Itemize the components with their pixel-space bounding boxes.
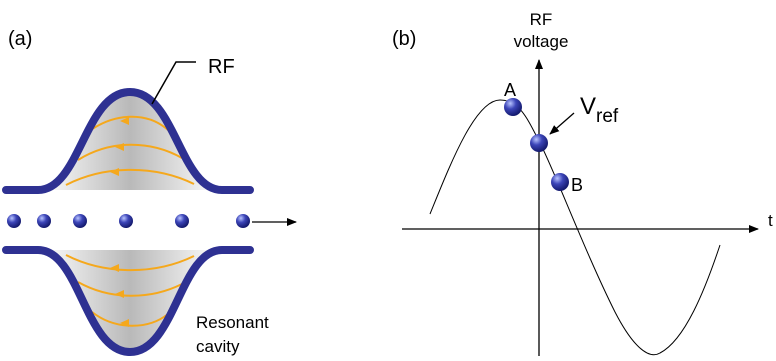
vref-pointer-arrow [549,112,575,135]
point-b-label: B [571,175,583,195]
particle [73,214,87,228]
particle [119,214,133,228]
cavity-label-line2: cavity [196,337,240,356]
particle [37,214,51,228]
bunch-point-a [504,98,522,116]
field-lines-bottom [65,254,195,327]
cavity-interior-bottom [38,250,222,350]
vref-main: V [580,93,596,120]
particle [175,214,189,228]
field-arrows-bottom [110,264,129,327]
bunch-point-b [551,173,569,191]
vref-sub: ref [596,106,619,127]
bunch-point-vref [530,134,548,152]
x-axis-label: t [768,211,773,230]
vref-label: Vref [580,93,619,127]
panel-a-label: (a) [8,28,32,50]
particle [7,214,21,228]
cavity-interior-top [38,95,222,190]
y-axis-label-line1: RF [530,10,553,29]
cavity-wall-bottom [2,246,254,357]
cavity-label-line1: Resonant [196,313,269,332]
panel-b: (b) RF voltage t A B Vref [392,10,773,356]
panel-a: (a) [2,28,297,357]
field-lines-top [65,115,195,186]
field-arrows-top [110,117,129,176]
particle [236,214,250,228]
panel-b-label: (b) [392,28,416,50]
rf-voltage-curve [429,99,721,356]
rf-leader-line [151,61,196,105]
cavity-wall-top [2,87,254,194]
point-a-label: A [504,80,516,100]
particle-bunches [7,214,250,228]
y-axis-label-line2: voltage [514,32,569,51]
rf-label: RF [208,56,235,78]
